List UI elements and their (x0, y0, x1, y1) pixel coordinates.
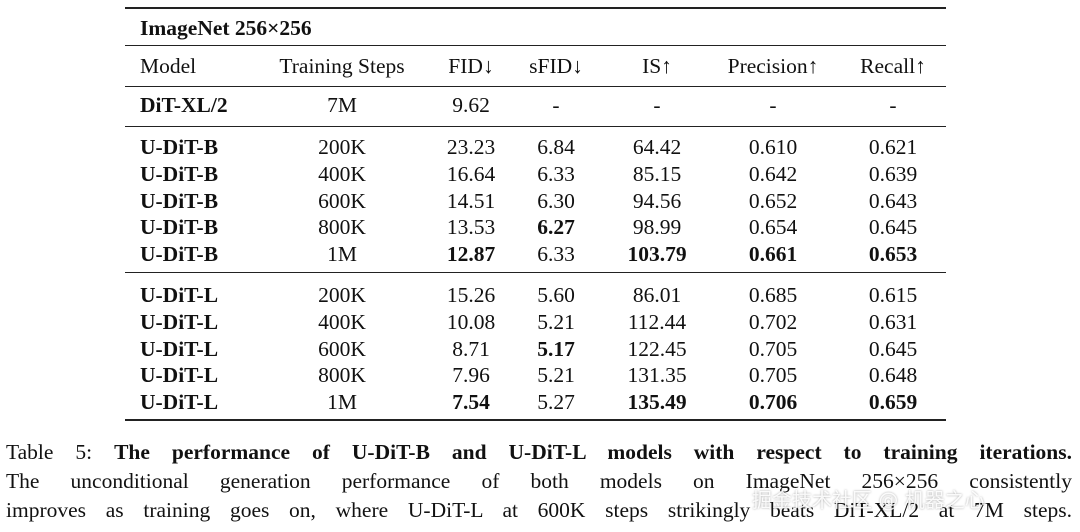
caption-label: Table 5: (6, 440, 93, 464)
table-cell: 5.17 (537, 336, 575, 361)
table-cell: 400K (318, 161, 366, 186)
bottom-rule (125, 419, 946, 421)
table-cell: 0.652 (748, 188, 798, 213)
table-cell: 5.21 (537, 309, 575, 334)
rule (125, 272, 946, 274)
table-cell: 6.30 (537, 188, 575, 213)
table-cell: 0.615 (868, 283, 918, 307)
table-cell: 600K (318, 336, 366, 361)
model-name: U-DiT-B (140, 188, 219, 213)
table-cell: 0.706 (748, 390, 798, 414)
table-cell: 0.661 (748, 242, 798, 266)
table-cell: 7.54 (452, 390, 490, 414)
rule (125, 86, 946, 88)
table-cell: 16.64 (446, 161, 496, 186)
table-cell: 6.33 (537, 242, 575, 266)
table-cell: 5.60 (537, 283, 575, 307)
table-cell: 112.44 (627, 309, 687, 334)
model-name: U-DiT-B (140, 135, 219, 159)
table-cell: 0.643 (868, 188, 918, 213)
rule (125, 126, 946, 128)
table-cell: - (889, 93, 897, 117)
column-header: Precision↑ (727, 54, 819, 78)
table-cell: 200K (318, 283, 366, 307)
table-cell: 5.27 (537, 390, 575, 414)
table-cell: 600K (318, 188, 366, 213)
table-cell: 5.21 (537, 363, 575, 388)
caption-title: The performance of U-DiT-B and U-DiT-L m… (114, 440, 1072, 464)
table-cell: - (769, 93, 777, 117)
model-name: U-DiT-L (140, 336, 219, 361)
table-cell: 7.96 (452, 363, 490, 388)
model-name: U-DiT-L (140, 309, 219, 334)
table-cell: 122.45 (627, 336, 687, 361)
table-cell: 8.71 (452, 336, 490, 361)
table-cell: 1M (327, 390, 357, 414)
model-name: U-DiT-L (140, 390, 219, 414)
table-cell: 0.705 (748, 336, 798, 361)
table-cell: 86.01 (632, 283, 682, 307)
column-header: IS↑ (642, 54, 672, 78)
table-cell: 64.42 (632, 135, 682, 159)
table-cell: 12.87 (446, 242, 496, 266)
column-header: Training Steps (279, 54, 405, 78)
table-cell: 6.84 (537, 135, 575, 159)
table-cell: 0.659 (868, 390, 918, 414)
table-cell: 400K (318, 309, 366, 334)
table-cell: 0.631 (868, 309, 918, 334)
rule (125, 45, 946, 47)
table-cell: 7M (327, 93, 357, 117)
column-header: FID↓ (448, 54, 494, 78)
table-cell: 0.702 (748, 309, 798, 334)
column-header: sFID↓ (529, 54, 583, 78)
table-cell: 85.15 (632, 161, 682, 186)
caption-line: The unconditional generation performance… (6, 469, 1072, 493)
table-title: ImageNet 256×256 (140, 16, 312, 40)
table-cell: 13.53 (446, 215, 496, 240)
table-cell: - (552, 93, 560, 117)
model-name: U-DiT-L (140, 283, 219, 307)
column-header: Recall↑ (860, 54, 926, 78)
table-cell: 0.610 (748, 135, 798, 159)
model-name: U-DiT-B (140, 215, 219, 240)
model-name: U-DiT-B (140, 242, 219, 266)
table-cell: 800K (318, 215, 366, 240)
table-cell: 0.705 (748, 363, 798, 388)
table-cell: 94.56 (632, 188, 682, 213)
column-header: Model (140, 54, 197, 78)
table-cell: 131.35 (627, 363, 687, 388)
table-cell: 800K (318, 363, 366, 388)
table-cell: 0.645 (868, 336, 918, 361)
table-cell: 0.653 (868, 242, 918, 266)
table-cell: 200K (318, 135, 366, 159)
table-cell: 0.645 (868, 215, 918, 240)
table-cell: - (653, 93, 661, 117)
table-cell: 0.639 (868, 161, 918, 186)
watermark: 掘金技术社区 @ 机器之心 (752, 488, 985, 512)
table-cell: 1M (327, 242, 357, 266)
table-cell: 6.33 (537, 161, 575, 186)
model-name: DiT-XL/2 (140, 93, 228, 117)
table-cell: 15.26 (446, 283, 496, 307)
table-cell: 98.99 (632, 215, 682, 240)
table-cell: 0.621 (868, 135, 918, 159)
table-cell: 103.79 (627, 242, 687, 266)
table-cell: 9.62 (452, 93, 490, 117)
model-name: U-DiT-B (140, 161, 219, 186)
table-cell: 0.685 (748, 283, 798, 307)
caption-line: Table 5: The performance of U-DiT-B and … (6, 439, 1072, 465)
table-cell: 14.51 (446, 188, 496, 213)
table-cell: 10.08 (446, 309, 496, 334)
caption-line: improves as training goes on, where U-Di… (6, 498, 1072, 522)
table-cell: 0.648 (868, 363, 918, 388)
table-cell: 6.27 (537, 215, 575, 240)
table-cell: 135.49 (627, 390, 687, 414)
model-name: U-DiT-L (140, 363, 219, 388)
top-rule (125, 7, 946, 9)
table-cell: 23.23 (446, 135, 496, 159)
table-cell: 0.654 (748, 215, 798, 240)
table-cell: 0.642 (748, 161, 798, 186)
